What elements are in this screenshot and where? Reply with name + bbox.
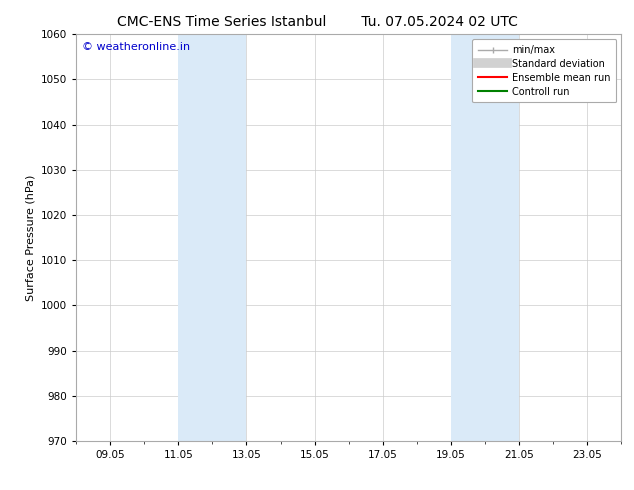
Text: CMC-ENS Time Series Istanbul        Tu. 07.05.2024 02 UTC: CMC-ENS Time Series Istanbul Tu. 07.05.2… [117, 15, 517, 29]
Legend: min/max, Standard deviation, Ensemble mean run, Controll run: min/max, Standard deviation, Ensemble me… [472, 39, 616, 102]
Y-axis label: Surface Pressure (hPa): Surface Pressure (hPa) [25, 174, 36, 301]
Bar [451, 34, 519, 441]
Text: © weatheronline.in: © weatheronline.in [82, 43, 190, 52]
Bar [178, 34, 247, 441]
